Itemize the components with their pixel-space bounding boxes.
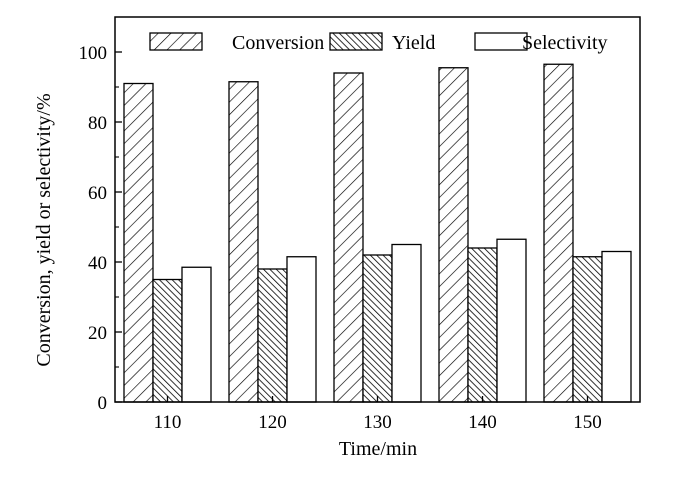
bar-conversion-150 [543,63,574,403]
y-tick-label-80: 80 [88,113,107,134]
legend-swatch-conversion [149,32,203,51]
legend-label-yield: Yield [392,32,435,54]
bar-selectivity-110 [181,266,212,403]
bar-conversion-130 [333,72,364,403]
bar-selectivity-140 [496,238,527,403]
legend-label-selectivity: Selectivity [522,32,608,54]
y-tick-label-20: 20 [88,323,107,344]
plot-frame [114,16,641,403]
y-tick-label-40: 40 [88,253,107,274]
bar-selectivity-120 [286,256,317,403]
bar-yield-120 [257,268,288,403]
bar-conversion-120 [228,81,259,403]
bar-selectivity-150 [601,250,632,403]
y-tick-label-60: 60 [88,183,107,204]
y-tick-label-100: 100 [79,43,108,64]
bar-conversion-140 [438,67,469,403]
x-axis-title: Time/min [339,438,417,460]
plot-area: 110 120 130 140 150 0 20 40 60 80 100 [79,16,641,433]
bar-conversion-110 [123,82,154,403]
bar-yield-130 [362,254,393,403]
bar-yield-140 [467,247,498,403]
bar-yield-150 [572,256,603,403]
legend-swatch-yield [329,32,383,51]
y-axis-title: Conversion, yield or selectivity/% [33,93,55,366]
x-tick-label-110: 110 [154,412,182,433]
bar-yield-110 [152,278,183,403]
x-tick-label-130: 130 [363,412,392,433]
x-tick-label-120: 120 [258,412,287,433]
legend-label-conversion: Conversion [232,32,324,54]
x-tick-label-150: 150 [573,412,602,433]
y-tick-label-0: 0 [98,393,108,414]
legend-swatch-selectivity [474,32,528,51]
legend: Conversion Yield Selectivity [149,32,608,54]
bar-selectivity-130 [391,243,422,403]
x-tick-label-140: 140 [468,412,497,433]
